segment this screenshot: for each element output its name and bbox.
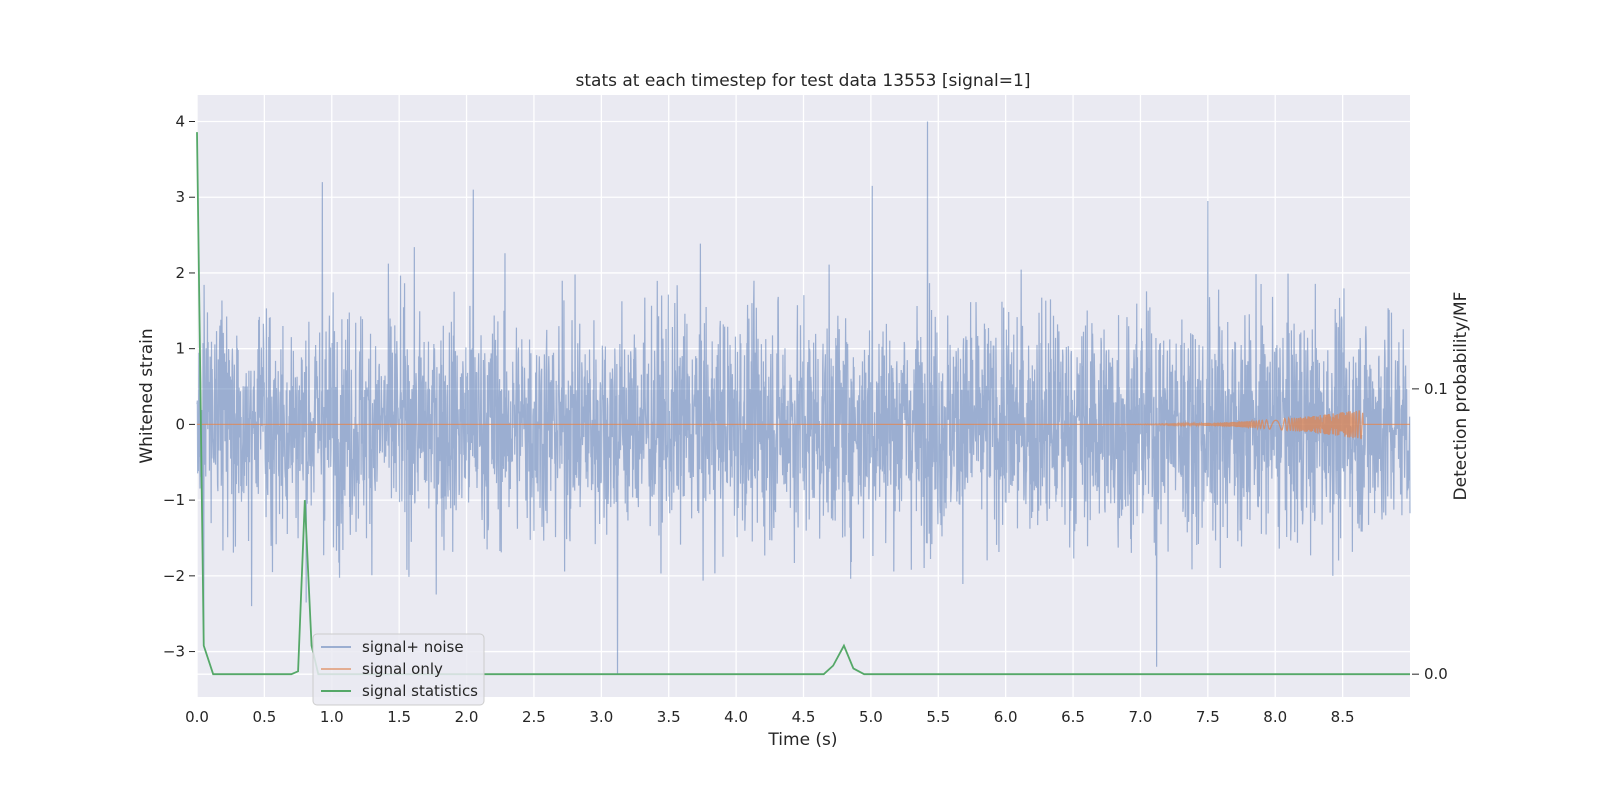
noise-series-group xyxy=(196,121,1411,675)
x-tick-label: 6.0 xyxy=(994,708,1018,726)
x-tick-label: 8.0 xyxy=(1263,708,1287,726)
signal-series-group xyxy=(197,410,1410,440)
x-tick-label: 2.5 xyxy=(522,708,546,726)
x-tick-label: 3.0 xyxy=(589,708,613,726)
x-tick-label: 2.0 xyxy=(455,708,479,726)
legend: signal+ noise signal only signal statist… xyxy=(312,633,485,706)
signal-only-line xyxy=(197,410,1410,440)
y2-tick-label: 0.1 xyxy=(1424,380,1448,398)
y-tick-label: 0 xyxy=(175,415,185,433)
x-tick-label: 7.0 xyxy=(1129,708,1153,726)
x-tick-label: 7.5 xyxy=(1196,708,1220,726)
y-tick-label: 4 xyxy=(175,113,185,131)
x-tick-label: 3.5 xyxy=(657,708,681,726)
x-tick-label: 0.0 xyxy=(185,708,209,726)
legend-label-signal-statistics: signal statistics xyxy=(362,682,478,700)
y-tick-label: −3 xyxy=(163,643,185,661)
y-tick-label: −1 xyxy=(163,491,185,509)
legend-label-signal-only: signal only xyxy=(362,660,443,678)
x-tick-label: 5.5 xyxy=(926,708,950,726)
y2-tick-label: 0.0 xyxy=(1424,665,1448,683)
y-tick-label: 1 xyxy=(175,340,185,358)
x-tick-label: 6.5 xyxy=(1061,708,1085,726)
x-tick-label: 8.5 xyxy=(1331,708,1355,726)
y-tick-labels: −3 −2 −1 0 1 2 3 4 xyxy=(163,113,195,661)
y-tick-label: 3 xyxy=(175,188,185,206)
y2-tick-labels: 0.0 0.1 xyxy=(1412,380,1448,683)
y-axis-label: Whitened strain xyxy=(137,328,157,463)
chart-title: stats at each timestep for test data 135… xyxy=(576,71,1031,91)
legend-label-signal-noise: signal+ noise xyxy=(362,638,464,656)
x-tick-label: 4.0 xyxy=(724,708,748,726)
y-tick-label: 2 xyxy=(175,264,185,282)
y2-axis-label: Detection probability/MF xyxy=(1451,292,1471,501)
x-tick-label: 5.0 xyxy=(859,708,883,726)
x-tick-label: 1.5 xyxy=(387,708,411,726)
x-tick-label: 1.0 xyxy=(320,708,344,726)
x-tick-labels: 0.0 0.5 1.0 1.5 2.0 2.5 3.0 3.5 4.0 4.5 5.0 5.5 6.0 6… xyxy=(185,708,1354,726)
x-tick-label: 0.5 xyxy=(252,708,276,726)
x-axis-label: Time (s) xyxy=(767,730,837,750)
x-tick-label: 4.5 xyxy=(792,708,816,726)
signal-noise-line xyxy=(196,121,1411,675)
y-tick-label: −2 xyxy=(163,567,185,585)
legend-box xyxy=(312,633,485,706)
